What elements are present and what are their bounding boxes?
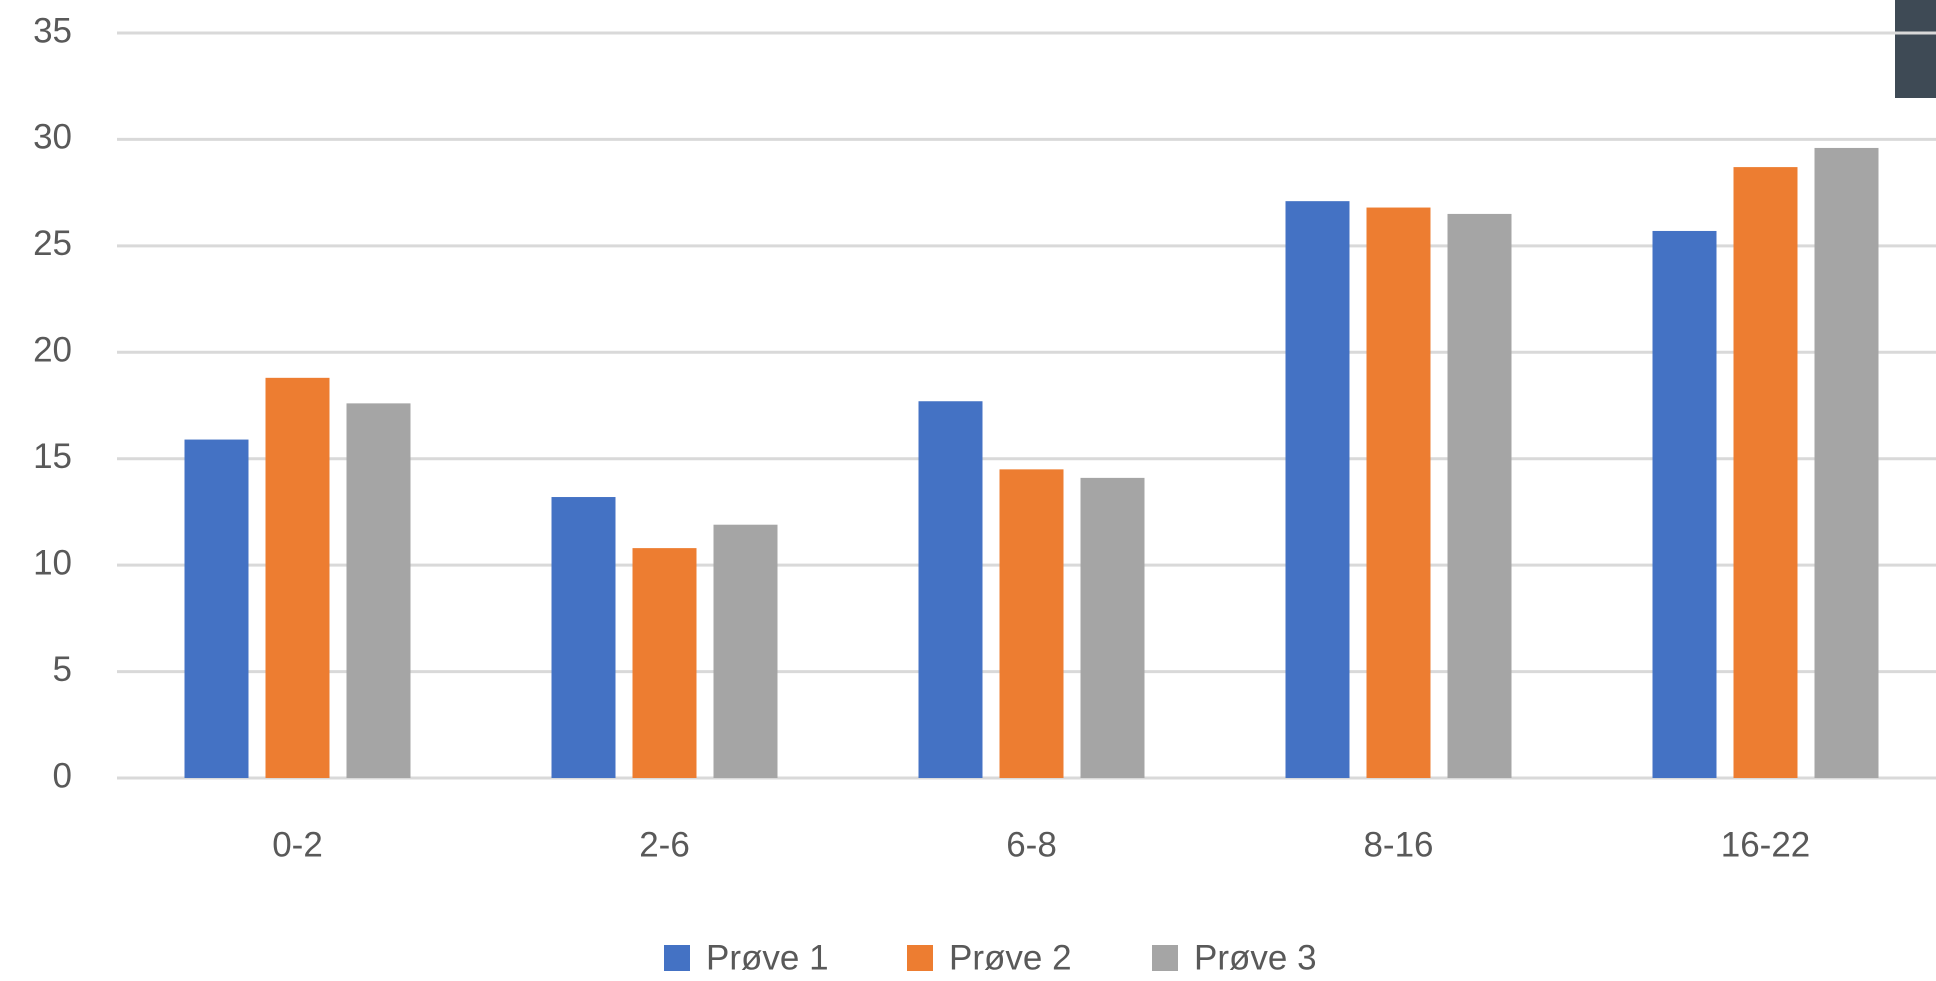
thumbnail [1895,0,1936,98]
bar [265,377,330,778]
y-tick-label: 5 [53,650,72,689]
legend-label: Prøve 2 [949,938,1072,977]
legend-label: Prøve 1 [706,938,829,977]
y-tick-label: 10 [33,543,72,582]
bar [632,548,697,778]
y-tick-label: 0 [53,756,72,795]
y-tick-label: 35 [33,11,72,50]
y-tick-label: 25 [33,224,72,263]
y-tick-label: 15 [33,437,72,476]
legend-swatch [664,945,690,971]
x-tick-label: 2-6 [639,825,690,864]
x-tick-label: 0-2 [272,825,323,864]
x-tick-label: 16-22 [1721,825,1811,864]
bar [918,401,983,778]
legend-label: Prøve 3 [1194,938,1317,977]
bar [1366,207,1431,779]
bar [1285,201,1350,778]
bar [346,403,411,778]
x-tick-label: 6-8 [1006,825,1057,864]
bar [184,439,249,778]
bar [1733,167,1798,779]
bar [713,524,778,778]
x-tick-label: 8-16 [1363,825,1433,864]
bar [999,469,1064,778]
y-tick-label: 20 [33,331,72,370]
bar [1814,147,1879,778]
bar [1447,213,1512,778]
y-tick-label: 30 [33,118,72,157]
bar [551,497,616,778]
bar [1080,477,1145,778]
bar [1652,230,1717,778]
legend-swatch [907,945,933,971]
legend-swatch [1152,945,1178,971]
